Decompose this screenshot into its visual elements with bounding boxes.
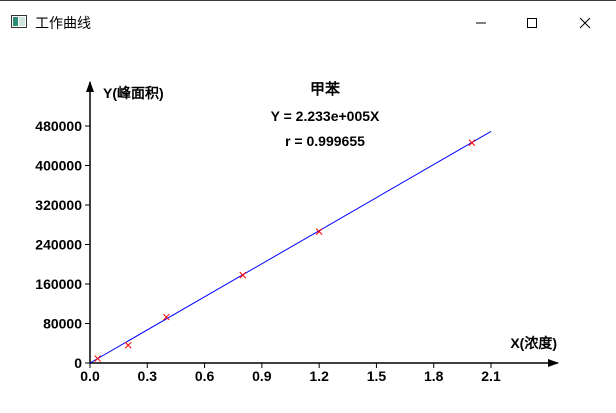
x-tick-label: 0.6 — [195, 368, 215, 384]
x-tick-label: 1.5 — [367, 368, 387, 384]
data-point-stroke — [468, 139, 476, 147]
data-point — [239, 271, 247, 279]
y-tick-label: 0 — [74, 355, 82, 371]
fit-equation: Y = 2.233e+005X — [271, 108, 380, 124]
axes — [86, 81, 559, 367]
y-tick-label: 400000 — [35, 158, 82, 174]
ticks: 0.0 0.3 0.6 0.9 1.2 1.5 1.8 2.1 0 80000 160000 2400… — [35, 118, 501, 384]
data-point-stroke — [239, 271, 247, 279]
data-point — [124, 341, 132, 349]
app-icon — [11, 15, 27, 28]
y-tick-label: 480000 — [35, 118, 82, 134]
y-axis-arrow — [86, 81, 94, 92]
x-tick-label: 0.0 — [80, 368, 100, 384]
x-axis-label: X(浓度) — [510, 335, 557, 351]
y-tick-label: 80000 — [43, 316, 82, 332]
y-tick-label: 320000 — [35, 197, 82, 213]
minimize-button[interactable] — [458, 1, 504, 44]
data-point — [163, 313, 170, 321]
x-tick-label: 0.9 — [252, 368, 272, 384]
x-tick-label: 0.3 — [138, 368, 158, 384]
close-icon — [579, 17, 591, 28]
data-point-stroke — [163, 313, 170, 321]
data-point-stroke — [315, 228, 323, 236]
chart-title: 甲苯 — [310, 80, 341, 98]
window-title: 工作曲线 — [35, 15, 91, 31]
data-point — [468, 139, 476, 147]
data-point-stroke — [94, 355, 101, 362]
maximize-icon — [527, 17, 537, 28]
data-point — [315, 228, 323, 236]
close-button[interactable] — [562, 1, 608, 44]
x-tick-label: 2.1 — [481, 368, 501, 384]
x-tick-label: 1.2 — [309, 368, 329, 384]
data-point — [94, 355, 101, 362]
title-bar: 工作曲线 — [0, 0, 616, 44]
fit-line-group — [89, 131, 492, 364]
fit-line — [89, 131, 492, 364]
correlation-label: r = 0.999655 — [285, 133, 365, 149]
minimize-icon — [476, 22, 486, 23]
y-tick-label: 240000 — [35, 237, 82, 253]
markers — [94, 139, 476, 362]
x-axis-arrow — [548, 359, 559, 367]
y-axis-label: Y(峰面积) — [103, 85, 164, 101]
calibration-chart: 0.0 0.3 0.6 0.9 1.2 1.5 1.8 2.1 0 80000 160000 2400… — [35, 80, 559, 384]
maximize-button[interactable] — [509, 1, 555, 44]
y-tick-label: 160000 — [35, 276, 82, 292]
data-point-stroke — [124, 341, 132, 349]
x-tick-label: 1.8 — [424, 368, 444, 384]
